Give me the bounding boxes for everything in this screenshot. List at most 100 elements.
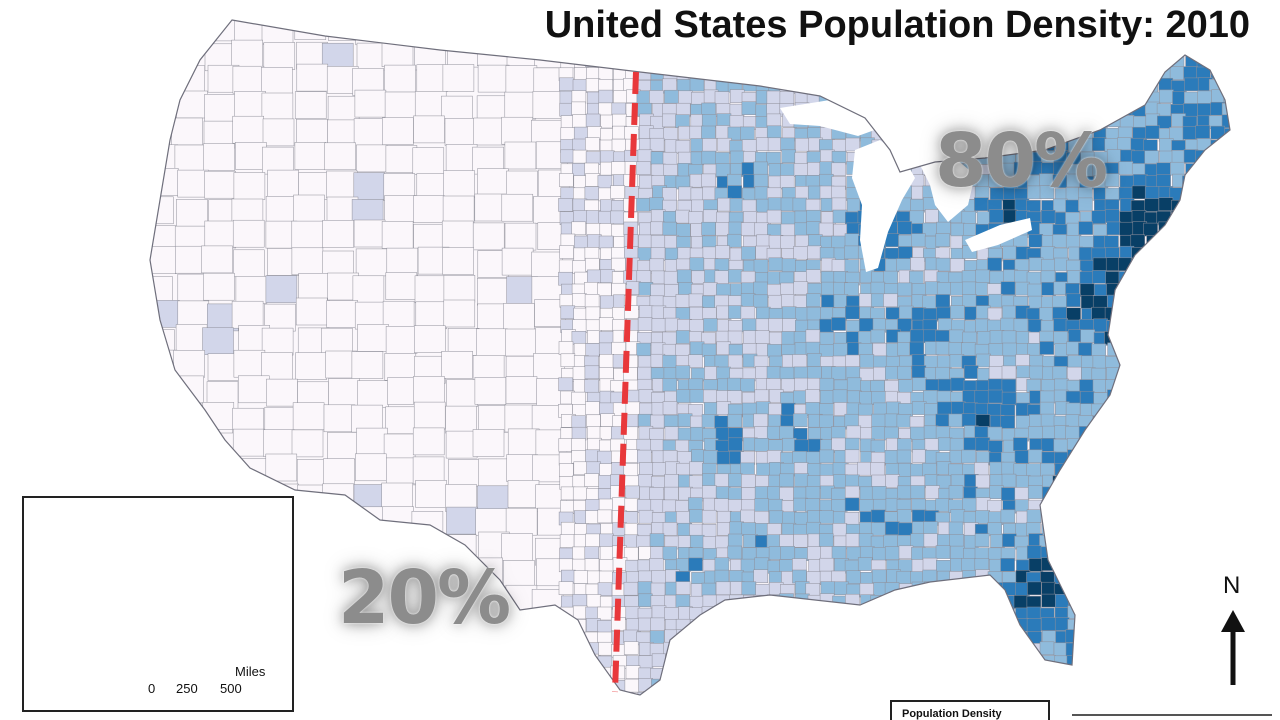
- county-cell: [636, 90, 652, 105]
- county-cell: [844, 497, 860, 512]
- county-cell: [767, 414, 783, 429]
- county-cell: [883, 619, 899, 633]
- county-cell: [728, 269, 743, 283]
- county-cell: [1222, 509, 1230, 523]
- county-cell: [703, 318, 718, 332]
- county-cell: [1065, 90, 1080, 104]
- county-cell: [599, 691, 615, 695]
- county-cell: [1145, 439, 1161, 454]
- county-cell: [859, 90, 875, 104]
- county-cell: [832, 67, 848, 81]
- county-cell: [716, 54, 731, 68]
- county-cell: [1052, 678, 1068, 693]
- county-cell: [951, 401, 966, 415]
- county-cell: [1197, 618, 1212, 632]
- county-cell: [781, 378, 796, 393]
- county-cell: [1172, 654, 1187, 669]
- county-cell: [703, 655, 718, 670]
- county-cell: [1195, 221, 1210, 236]
- county-cell: [1078, 54, 1093, 69]
- county-cell: [1130, 642, 1145, 657]
- county-cell: [1067, 270, 1082, 284]
- county-cell: [412, 427, 445, 456]
- county-cell: [1000, 666, 1015, 680]
- county-cell: [897, 606, 912, 621]
- county-cell: [883, 270, 898, 285]
- county-cell: [585, 668, 601, 682]
- county-cell: [203, 143, 235, 171]
- county-cell: [962, 77, 978, 92]
- county-cell: [1117, 54, 1132, 69]
- county-cell: [261, 67, 293, 95]
- county-cell: [897, 282, 913, 297]
- county-cell: [976, 353, 991, 368]
- county-cell: [727, 390, 742, 404]
- county-cell: [846, 198, 862, 213]
- county-cell: [923, 53, 939, 68]
- county-cell: [899, 595, 914, 610]
- county-cell: [1118, 464, 1133, 478]
- county-cell: [729, 198, 745, 212]
- county-cell: [1080, 329, 1095, 343]
- county-cell: [1118, 186, 1134, 201]
- county-cell: [448, 459, 480, 487]
- county-cell: [1026, 677, 1041, 692]
- county-cell: [1066, 655, 1082, 669]
- county-cell: [1184, 475, 1199, 490]
- county-cell: [1144, 353, 1159, 367]
- county-cell: [1144, 403, 1160, 417]
- county-cell: [885, 642, 900, 656]
- county-cell: [1170, 281, 1185, 296]
- county-cell: [1117, 498, 1132, 512]
- county-cell: [1184, 414, 1199, 428]
- county-cell: [989, 655, 1004, 669]
- county-cell: [1130, 631, 1146, 646]
- county-cell: [662, 78, 677, 93]
- county-cell: [205, 453, 237, 482]
- county-cell: [598, 66, 614, 81]
- county-cell: [558, 438, 574, 452]
- county-cell: [805, 402, 821, 416]
- county-cell: [1119, 221, 1134, 236]
- county-cell: [807, 427, 823, 441]
- county-cell: [714, 557, 730, 571]
- county-cell: [1171, 618, 1187, 633]
- county-cell: [935, 426, 951, 440]
- county-cell: [807, 546, 822, 560]
- county-cell: [819, 557, 835, 572]
- county-cell: [807, 366, 822, 380]
- county-cell: [558, 678, 573, 692]
- county-cell: [1195, 653, 1211, 667]
- county-cell: [1107, 342, 1122, 357]
- county-cell: [1091, 426, 1106, 441]
- county-cell: [262, 118, 295, 147]
- county-cell: [690, 54, 706, 68]
- county-cell: [584, 558, 600, 572]
- county-cell: [1106, 546, 1122, 561]
- county-cell: [611, 691, 627, 695]
- county-cell: [871, 569, 887, 584]
- county-cell: [150, 91, 177, 119]
- county-cell: [175, 324, 208, 352]
- county-cell: [1092, 270, 1107, 284]
- county-cell: [1039, 680, 1054, 694]
- county-cell: [896, 258, 911, 272]
- county-cell: [1183, 317, 1199, 332]
- county-cell: [728, 437, 743, 452]
- county-cell: [174, 454, 207, 482]
- county-cell: [948, 485, 964, 499]
- county-cell: [1182, 294, 1197, 309]
- county-cell: [651, 318, 667, 332]
- county-cell: [740, 306, 756, 320]
- county-cell: [1002, 342, 1018, 357]
- county-cell: [651, 55, 667, 70]
- county-cell: [859, 368, 875, 382]
- county-cell: [897, 654, 913, 669]
- county-cell: [924, 607, 940, 622]
- county-cell: [831, 426, 846, 440]
- county-cell: [872, 644, 887, 658]
- county-cell: [1145, 485, 1160, 499]
- county-cell: [831, 317, 846, 331]
- county-cell: [1143, 690, 1158, 695]
- county-cell: [504, 20, 537, 45]
